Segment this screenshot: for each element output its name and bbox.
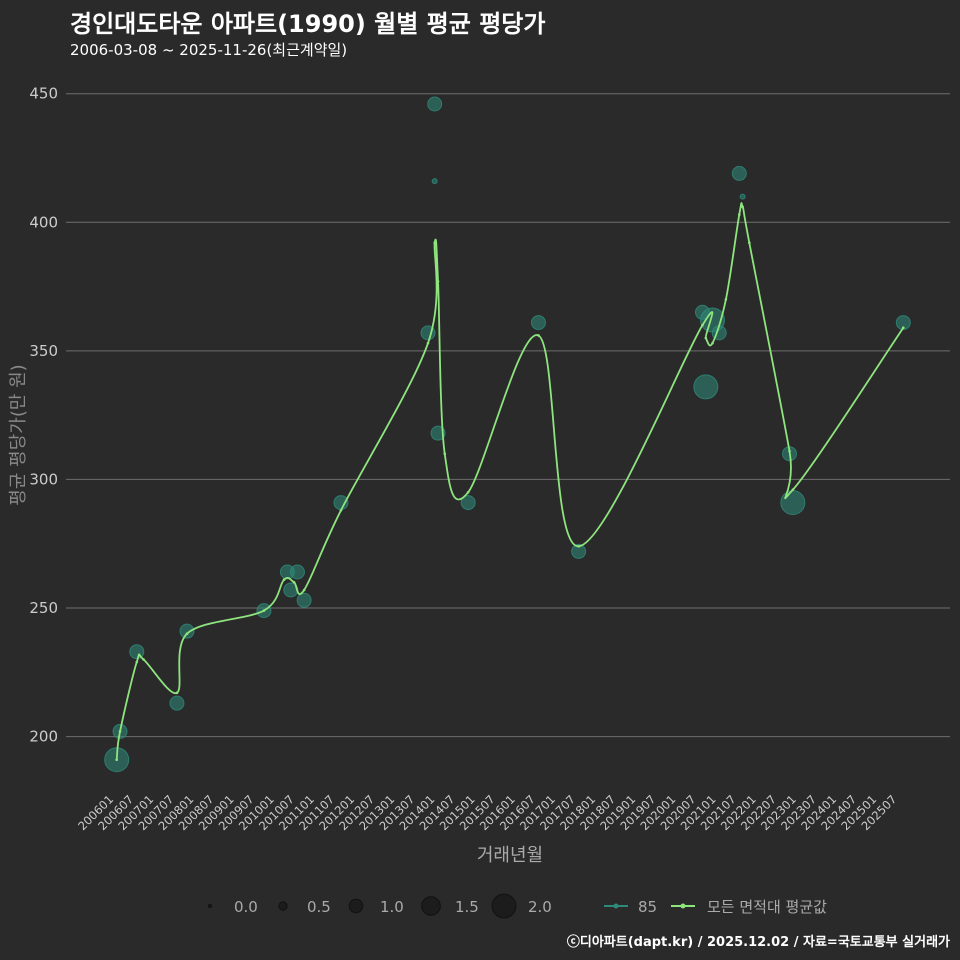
y-tick-label: 250 <box>29 599 58 617</box>
average-line-point <box>466 490 470 494</box>
average-line-point <box>902 326 905 330</box>
average-line-point <box>426 341 430 345</box>
average-line-point <box>175 691 179 695</box>
series-85-point <box>179 623 195 639</box>
chart-subtitle: 2006-03-08 ~ 2025-11-26(최근계약일) <box>70 41 348 59</box>
average-line-point <box>115 758 118 762</box>
legend-avg-label: 모든 면적대 평균값 <box>707 898 827 916</box>
average-line-point <box>118 730 122 733</box>
y-axis-ticks: 200 250 300 350 400 450 <box>29 85 58 746</box>
x-axis-ticks: 2006012006072007012007072008012008072009… <box>75 792 899 833</box>
average-line-point <box>433 241 436 245</box>
average-line <box>115 202 905 760</box>
average-line-point <box>577 544 580 548</box>
size-legend-label: 1.5 <box>455 898 479 916</box>
average-line-point <box>135 660 139 664</box>
average-line-point <box>741 205 744 209</box>
average-line-point <box>292 580 296 584</box>
average-line-point <box>704 336 708 340</box>
size-legend-circle <box>421 896 441 916</box>
series-85-point <box>739 193 746 200</box>
series-85-point <box>780 490 806 516</box>
average-line-point <box>701 323 704 327</box>
y-tick-label: 200 <box>29 728 58 746</box>
y-tick-label: 350 <box>29 342 58 360</box>
average-line-point <box>339 508 343 512</box>
average-line-point <box>185 632 189 636</box>
series-85-point <box>169 695 185 711</box>
average-line-point <box>711 341 714 345</box>
average-line-point <box>282 578 286 582</box>
legend-85-dot <box>613 903 619 909</box>
average-line-point <box>748 241 751 245</box>
series-85-point <box>895 315 911 331</box>
average-line-point <box>443 452 447 456</box>
x-axis-label: 거래년월 <box>477 845 543 866</box>
series-85-point <box>693 374 719 400</box>
average-line-point <box>724 298 728 301</box>
series-85-point <box>530 315 546 331</box>
average-line-point <box>537 334 540 337</box>
size-legend-label: 0.0 <box>234 898 258 916</box>
average-line-group <box>115 202 905 762</box>
series-85-point <box>427 96 443 112</box>
size-legend-circle <box>348 898 364 914</box>
series-85-point <box>430 425 446 441</box>
average-line-point <box>791 488 795 492</box>
size-legend-circle <box>208 904 212 908</box>
y-tick-label: 300 <box>29 470 58 488</box>
average-line-point <box>737 213 741 216</box>
y-tick-label: 400 <box>29 213 58 231</box>
size-legend-label: 0.5 <box>307 898 331 916</box>
source-caption: ⓒ디아파트(dapt.kr) / 2025.12.02 / 자료=국토교통부 실… <box>566 935 950 950</box>
size-legend-circle <box>278 901 288 911</box>
size-legend-circle <box>491 893 517 919</box>
average-line-point <box>262 609 266 612</box>
legend: 0.0 0.5 1.0 1.5 2.0 85 모든 면적대 평균값 <box>208 893 827 919</box>
average-line-point <box>788 449 791 453</box>
legend-avg-dot <box>680 903 686 909</box>
size-legend-label: 2.0 <box>528 898 552 916</box>
series-85-point <box>731 165 747 181</box>
size-legend-label: 1.0 <box>380 898 404 916</box>
average-line-point <box>436 280 440 283</box>
grid-lines <box>66 93 950 738</box>
legend-85-label: 85 <box>638 898 657 916</box>
average-line-point <box>142 658 145 661</box>
series-85-point <box>460 495 476 511</box>
series-85-point <box>296 592 312 608</box>
series-85-point <box>431 178 438 185</box>
series-85-point <box>571 543 587 559</box>
average-line-point <box>302 588 306 592</box>
y-tick-label: 450 <box>29 85 58 103</box>
series-85-point <box>289 564 305 580</box>
y-axis-label: 평균 평당가(만 원) <box>8 364 29 505</box>
chart-title: 경인대도타운 아파트(1990) 월별 평균 평당가 <box>70 10 546 38</box>
scatter-points <box>104 96 911 773</box>
